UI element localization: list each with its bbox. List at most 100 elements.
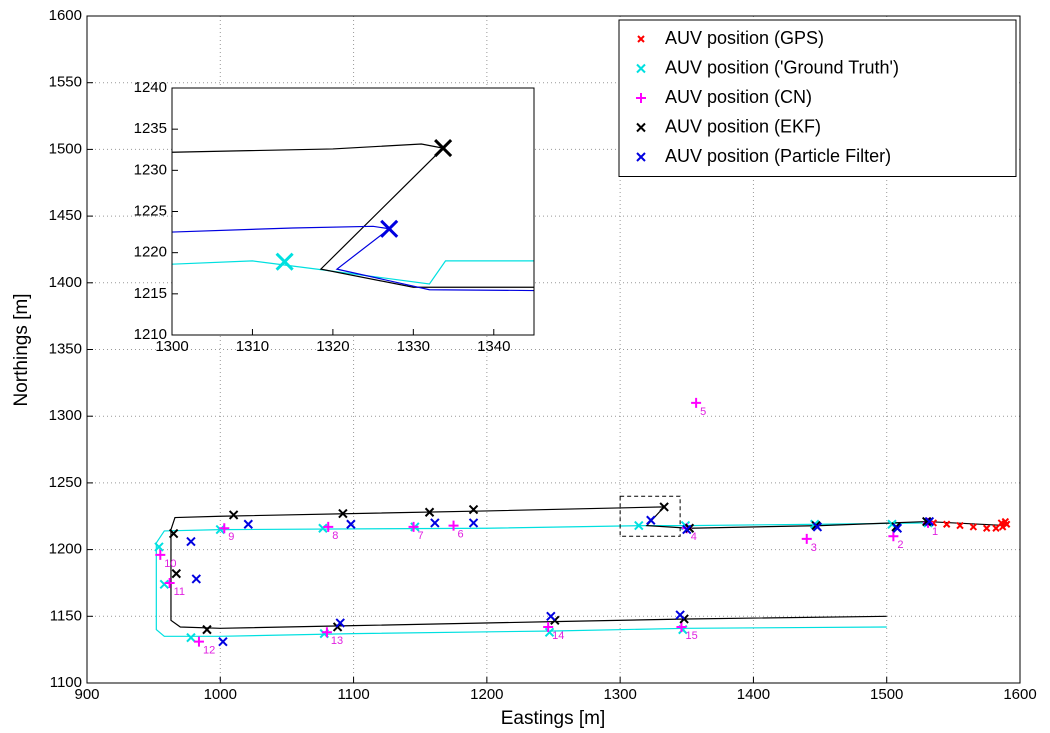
point-label: 13	[331, 635, 343, 647]
legend-marker	[637, 35, 645, 43]
x-tick-label: 1100	[337, 686, 369, 703]
marker	[448, 520, 459, 531]
point-label: 14	[552, 630, 564, 642]
marker	[186, 536, 196, 547]
legend-box	[618, 19, 1017, 177]
point-label: 11	[174, 586, 185, 598]
x-tick-label: 1300	[603, 686, 636, 703]
marker	[997, 519, 1006, 527]
marker	[193, 636, 204, 647]
marker	[434, 139, 453, 158]
point-label: 10	[164, 558, 176, 570]
marker	[942, 520, 951, 528]
point-label: 6	[458, 528, 464, 540]
point-label: 4	[691, 531, 697, 543]
y-tick-label: 1220	[134, 244, 167, 261]
marker	[646, 515, 656, 525]
x-tick-label: 1000	[204, 686, 237, 703]
marker	[634, 520, 644, 531]
marker	[171, 568, 182, 579]
legend-marker	[636, 152, 646, 162]
y-tick-label: 1200	[49, 541, 82, 558]
marker	[982, 524, 991, 532]
marker	[543, 621, 554, 632]
y-tick-label: 1150	[50, 607, 82, 624]
marker	[956, 521, 964, 530]
marker	[546, 611, 556, 622]
y-tick-label: 1550	[49, 74, 82, 91]
y-tick-label: 1240	[134, 79, 167, 96]
point-label: 7	[418, 530, 424, 542]
marker	[676, 621, 687, 632]
y-tick-label: 1300	[49, 407, 82, 424]
marker	[544, 627, 555, 638]
marker	[659, 502, 669, 512]
x-tick-label: 1200	[470, 686, 503, 703]
x-tick-label: 1340	[477, 338, 510, 355]
point-label: 2	[897, 539, 903, 551]
point-label: 9	[228, 531, 234, 543]
marker	[675, 610, 685, 620]
marker	[219, 523, 230, 534]
x-axis-label: Eastings [m]	[501, 708, 606, 729]
marker	[191, 574, 202, 584]
axes-frame	[86, 15, 1021, 684]
x-tick-label: 1330	[397, 338, 430, 355]
marker	[243, 519, 253, 529]
marker	[691, 397, 702, 408]
marker	[468, 518, 479, 528]
y-tick-label: 1450	[49, 207, 82, 224]
marker	[346, 519, 356, 529]
x-tick-label: 900	[74, 686, 99, 703]
marker	[969, 523, 978, 531]
marker	[218, 636, 228, 647]
marker	[892, 523, 903, 533]
legend-label: AUV position (EKF)	[665, 116, 821, 136]
y-tick-label: 1600	[49, 7, 82, 24]
point-label: 5	[700, 406, 706, 418]
point-label: 8	[332, 530, 338, 542]
x-tick-label: 1600	[1003, 686, 1036, 703]
y-axis-label: Northings [m]	[11, 294, 32, 407]
marker	[682, 524, 692, 535]
legend: AUV position (GPS) AUV position ('Ground …	[618, 19, 1017, 177]
marker	[323, 521, 334, 532]
marker	[430, 518, 440, 528]
track-line	[170, 506, 1007, 629]
marker	[338, 508, 348, 519]
marker	[335, 618, 345, 628]
marker	[408, 521, 419, 532]
point-label: 1	[932, 526, 938, 538]
marker	[924, 516, 935, 527]
y-tick-label: 1250	[49, 474, 82, 491]
marker	[155, 549, 166, 560]
marker	[468, 504, 479, 515]
legend-marker	[636, 63, 646, 74]
y-tick-label: 1230	[134, 161, 167, 178]
legend-marker	[636, 93, 646, 103]
zoom-box	[619, 495, 681, 537]
x-tick-label: 1310	[236, 338, 269, 355]
y-tick-label: 1100	[50, 674, 82, 691]
legend-label: AUV position (CN)	[665, 87, 812, 107]
y-tick-label: 1400	[49, 274, 82, 291]
y-tick-label: 1500	[49, 140, 82, 157]
marker	[186, 632, 196, 643]
marker	[318, 523, 328, 533]
x-tick-label: 1500	[870, 686, 903, 703]
point-label: 3	[811, 542, 817, 554]
y-tick-label: 1210	[134, 326, 167, 343]
point-label: 12	[203, 645, 215, 657]
marker	[228, 510, 239, 520]
marker	[275, 252, 294, 271]
x-tick-label: 1400	[737, 686, 770, 703]
marker	[380, 219, 399, 238]
marker	[888, 531, 899, 542]
marker	[168, 528, 179, 539]
marker	[202, 624, 212, 635]
x-tick-label: 1320	[316, 338, 349, 355]
plot-area	[172, 88, 534, 335]
legend-marker	[636, 122, 646, 133]
track-line	[171, 260, 534, 285]
